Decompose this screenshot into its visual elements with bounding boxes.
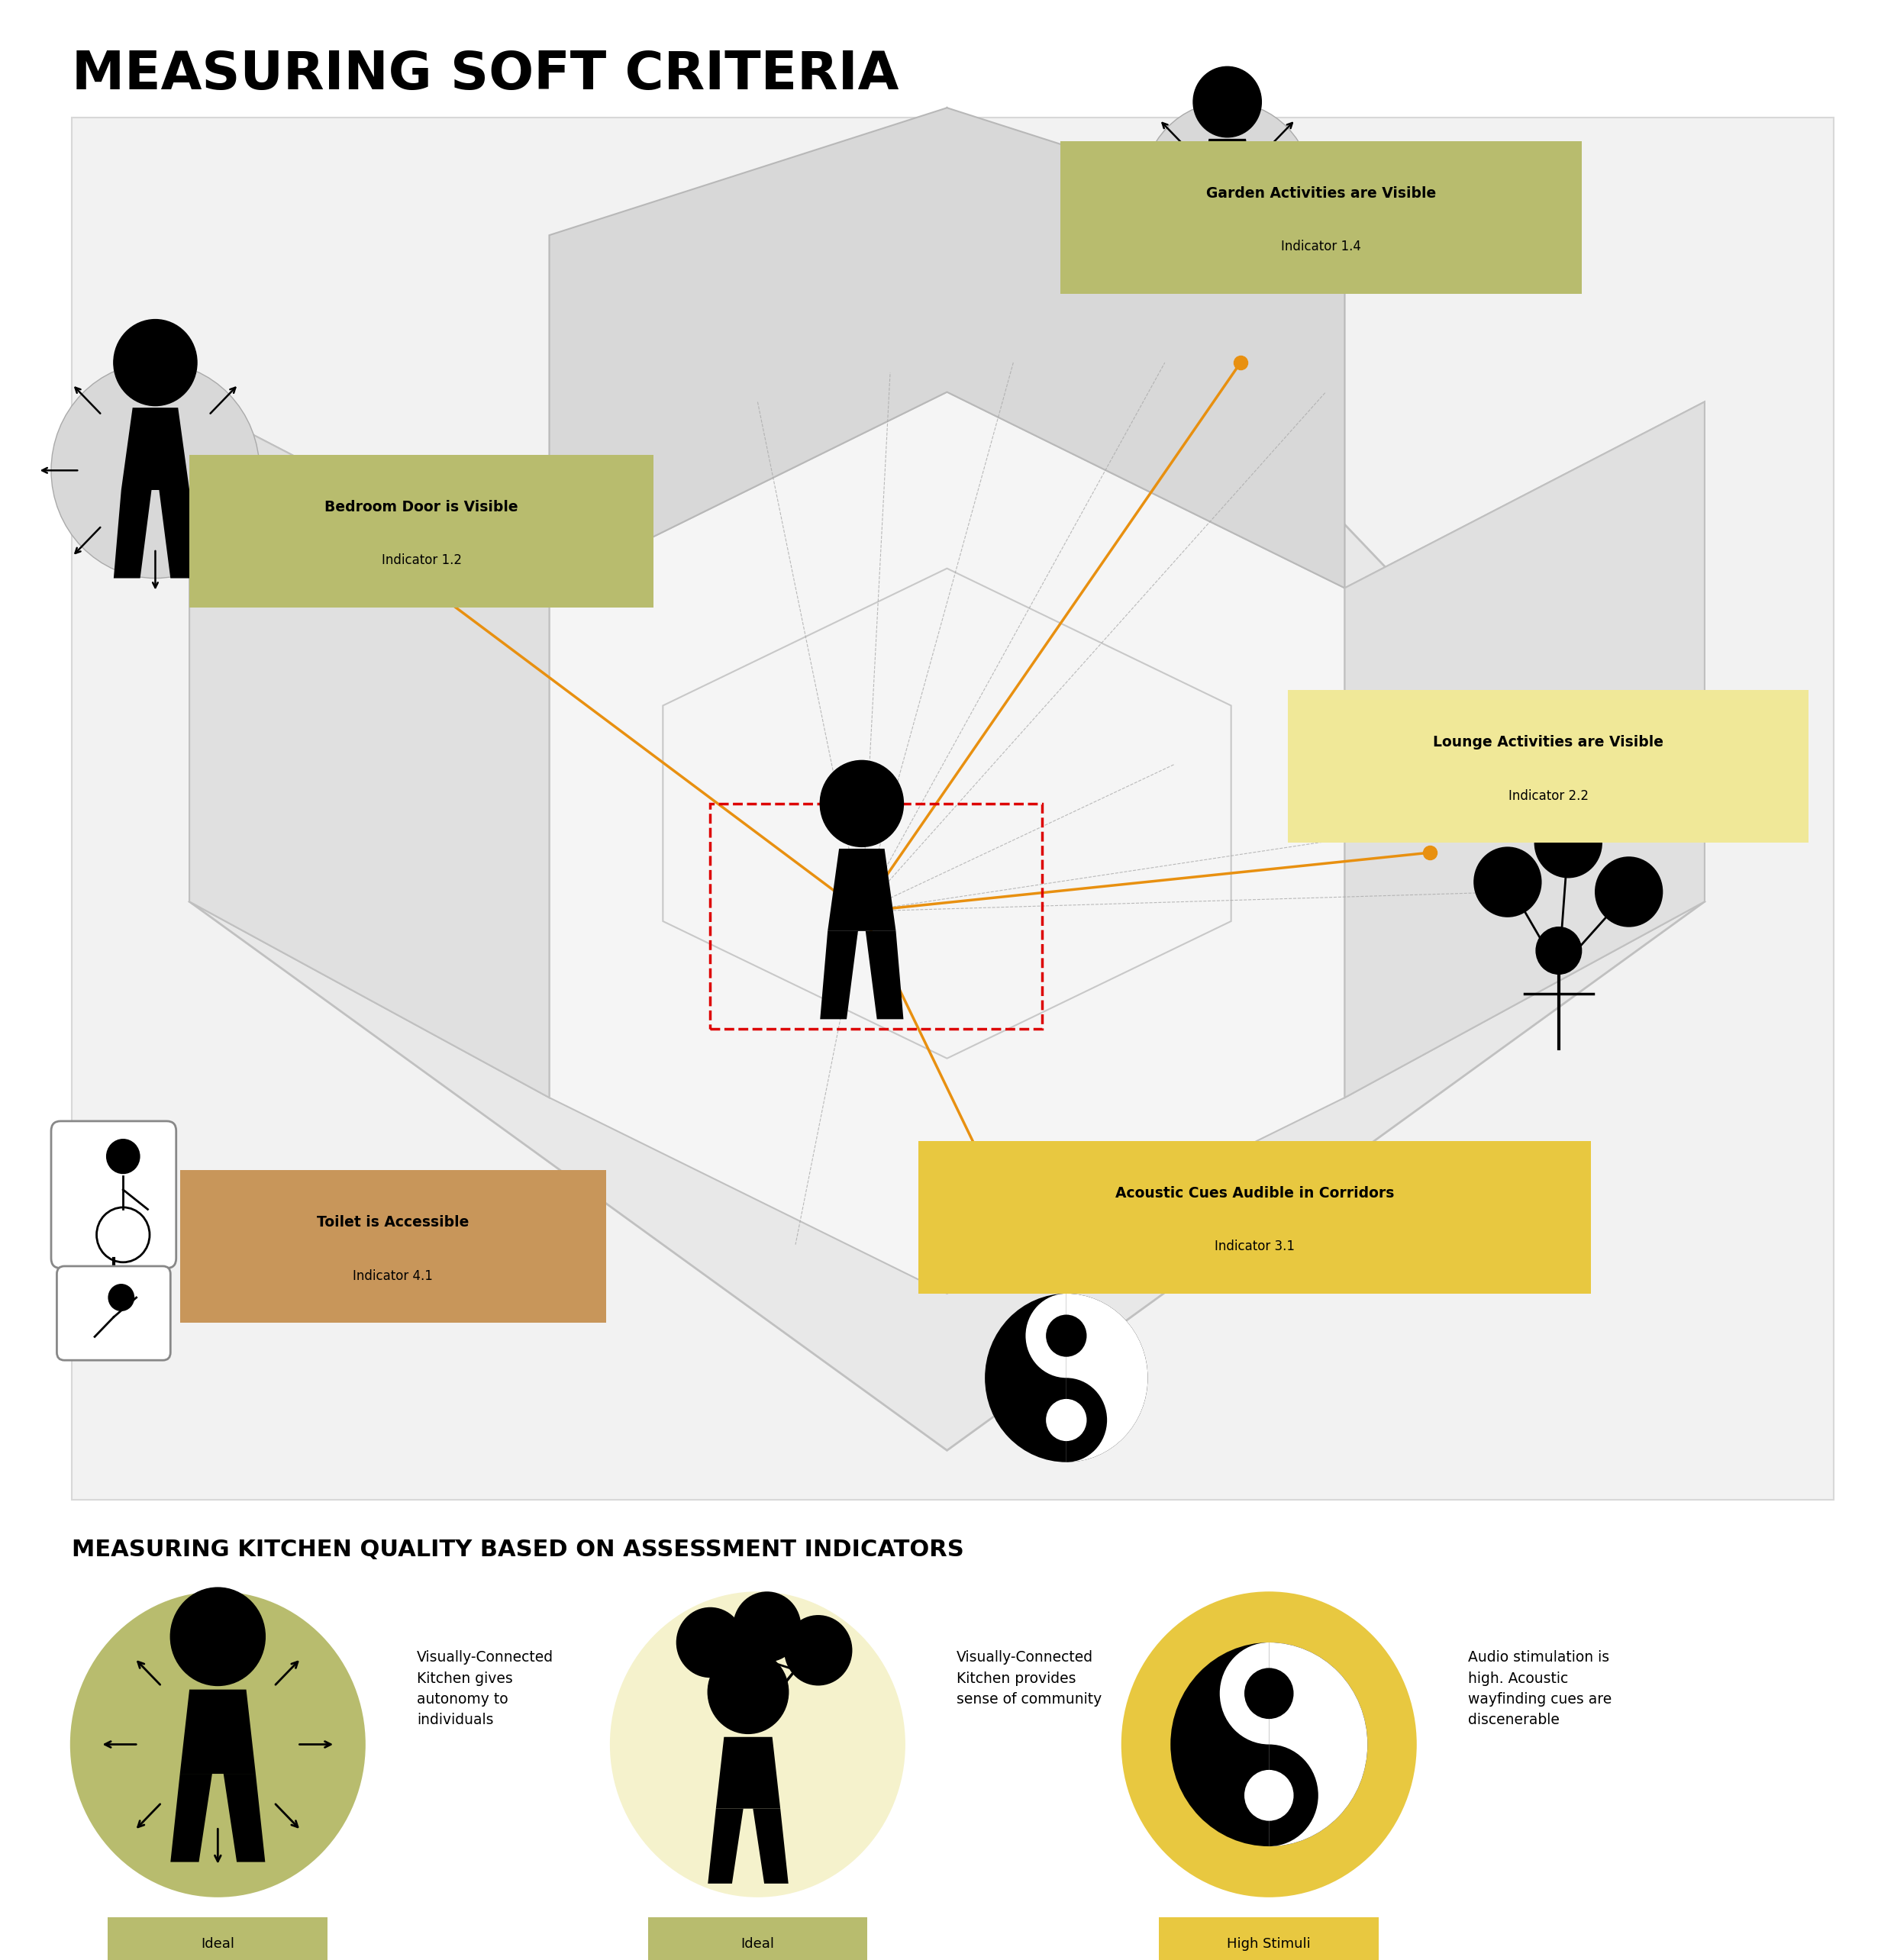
Bar <box>710 804 1042 1029</box>
Polygon shape <box>189 402 549 1098</box>
Polygon shape <box>708 1809 742 1884</box>
FancyBboxPatch shape <box>57 1266 170 1360</box>
Circle shape <box>170 1588 265 1686</box>
Polygon shape <box>170 1774 212 1862</box>
Circle shape <box>51 363 259 578</box>
Circle shape <box>610 1592 905 1897</box>
Polygon shape <box>716 1737 780 1809</box>
Circle shape <box>1244 1770 1294 1821</box>
Circle shape <box>1474 847 1542 917</box>
FancyBboxPatch shape <box>180 1170 606 1323</box>
Text: Indicator 1.4: Indicator 1.4 <box>1280 239 1362 253</box>
Polygon shape <box>820 931 858 1019</box>
Circle shape <box>1193 67 1261 137</box>
Polygon shape <box>189 402 549 1098</box>
Polygon shape <box>1231 206 1261 278</box>
Polygon shape <box>159 490 197 578</box>
Circle shape <box>1045 1399 1087 1441</box>
Text: Ideal: Ideal <box>741 1936 775 1952</box>
Polygon shape <box>754 1809 788 1884</box>
Polygon shape <box>1345 402 1705 1098</box>
FancyBboxPatch shape <box>72 118 1833 1499</box>
Text: Visually-Connected
Kitchen gives
autonomy to
individuals: Visually-Connected Kitchen gives autonom… <box>417 1650 553 1727</box>
Polygon shape <box>866 931 903 1019</box>
Text: Audio stimulation is
high. Acoustic
wayfinding cues are
discenerable: Audio stimulation is high. Acoustic wayf… <box>1468 1650 1612 1727</box>
Wedge shape <box>1027 1294 1066 1378</box>
Text: MEASURING SOFT CRITERIA: MEASURING SOFT CRITERIA <box>72 49 900 100</box>
Text: Indicator 3.1: Indicator 3.1 <box>1214 1239 1295 1252</box>
FancyBboxPatch shape <box>1061 141 1581 294</box>
Polygon shape <box>828 849 896 931</box>
Text: Bedroom Door is Visible: Bedroom Door is Visible <box>324 500 519 514</box>
FancyBboxPatch shape <box>1288 690 1809 843</box>
Circle shape <box>1170 1642 1367 1846</box>
Polygon shape <box>1199 139 1256 206</box>
Wedge shape <box>1269 1642 1367 1846</box>
Circle shape <box>784 1615 852 1686</box>
Text: Lounge Activities are Visible: Lounge Activities are Visible <box>1434 735 1663 749</box>
Polygon shape <box>114 490 152 578</box>
Circle shape <box>1142 102 1313 278</box>
Text: High Stimuli: High Stimuli <box>1227 1936 1311 1952</box>
Wedge shape <box>1269 1744 1318 1846</box>
Circle shape <box>1244 1668 1294 1719</box>
Circle shape <box>985 1294 1148 1462</box>
Text: Garden Activities are Visible: Garden Activities are Visible <box>1206 186 1436 200</box>
Text: Ideal: Ideal <box>201 1936 235 1952</box>
Text: Acoustic Cues Audible in Corridors: Acoustic Cues Audible in Corridors <box>1116 1186 1394 1200</box>
FancyBboxPatch shape <box>648 1917 867 1960</box>
Text: Visually-Connected
Kitchen provides
sense of community: Visually-Connected Kitchen provides sens… <box>956 1650 1102 1707</box>
Polygon shape <box>549 392 1345 1294</box>
Text: Indicator 4.1: Indicator 4.1 <box>352 1268 434 1282</box>
Text: Indicator 2.2: Indicator 2.2 <box>1508 788 1589 802</box>
Polygon shape <box>1193 206 1224 278</box>
Circle shape <box>708 1650 788 1735</box>
FancyBboxPatch shape <box>919 1141 1591 1294</box>
Circle shape <box>108 1284 134 1311</box>
Circle shape <box>106 1139 140 1174</box>
Polygon shape <box>223 1774 265 1862</box>
Polygon shape <box>180 1690 256 1774</box>
Circle shape <box>114 319 197 406</box>
Wedge shape <box>1220 1642 1269 1744</box>
Polygon shape <box>189 108 1705 1450</box>
Circle shape <box>1536 927 1581 974</box>
Circle shape <box>1121 1592 1417 1897</box>
Polygon shape <box>663 568 1231 1058</box>
Circle shape <box>1595 857 1663 927</box>
FancyBboxPatch shape <box>51 1121 176 1268</box>
Text: Indicator 1.2: Indicator 1.2 <box>381 553 462 566</box>
Polygon shape <box>549 108 1345 588</box>
FancyBboxPatch shape <box>189 455 653 608</box>
Wedge shape <box>1066 1378 1106 1462</box>
Circle shape <box>820 760 903 847</box>
Wedge shape <box>1066 1294 1148 1462</box>
Text: Toilet is Accessible: Toilet is Accessible <box>316 1215 470 1229</box>
Circle shape <box>676 1607 744 1678</box>
Circle shape <box>1045 1315 1087 1356</box>
Polygon shape <box>1345 402 1705 1098</box>
Circle shape <box>733 1592 801 1662</box>
Circle shape <box>70 1592 366 1897</box>
FancyBboxPatch shape <box>108 1917 328 1960</box>
Polygon shape <box>121 408 189 490</box>
Text: MEASURING KITCHEN QUALITY BASED ON ASSESSMENT INDICATORS: MEASURING KITCHEN QUALITY BASED ON ASSES… <box>72 1539 964 1560</box>
FancyBboxPatch shape <box>1159 1917 1379 1960</box>
Circle shape <box>1534 808 1602 878</box>
